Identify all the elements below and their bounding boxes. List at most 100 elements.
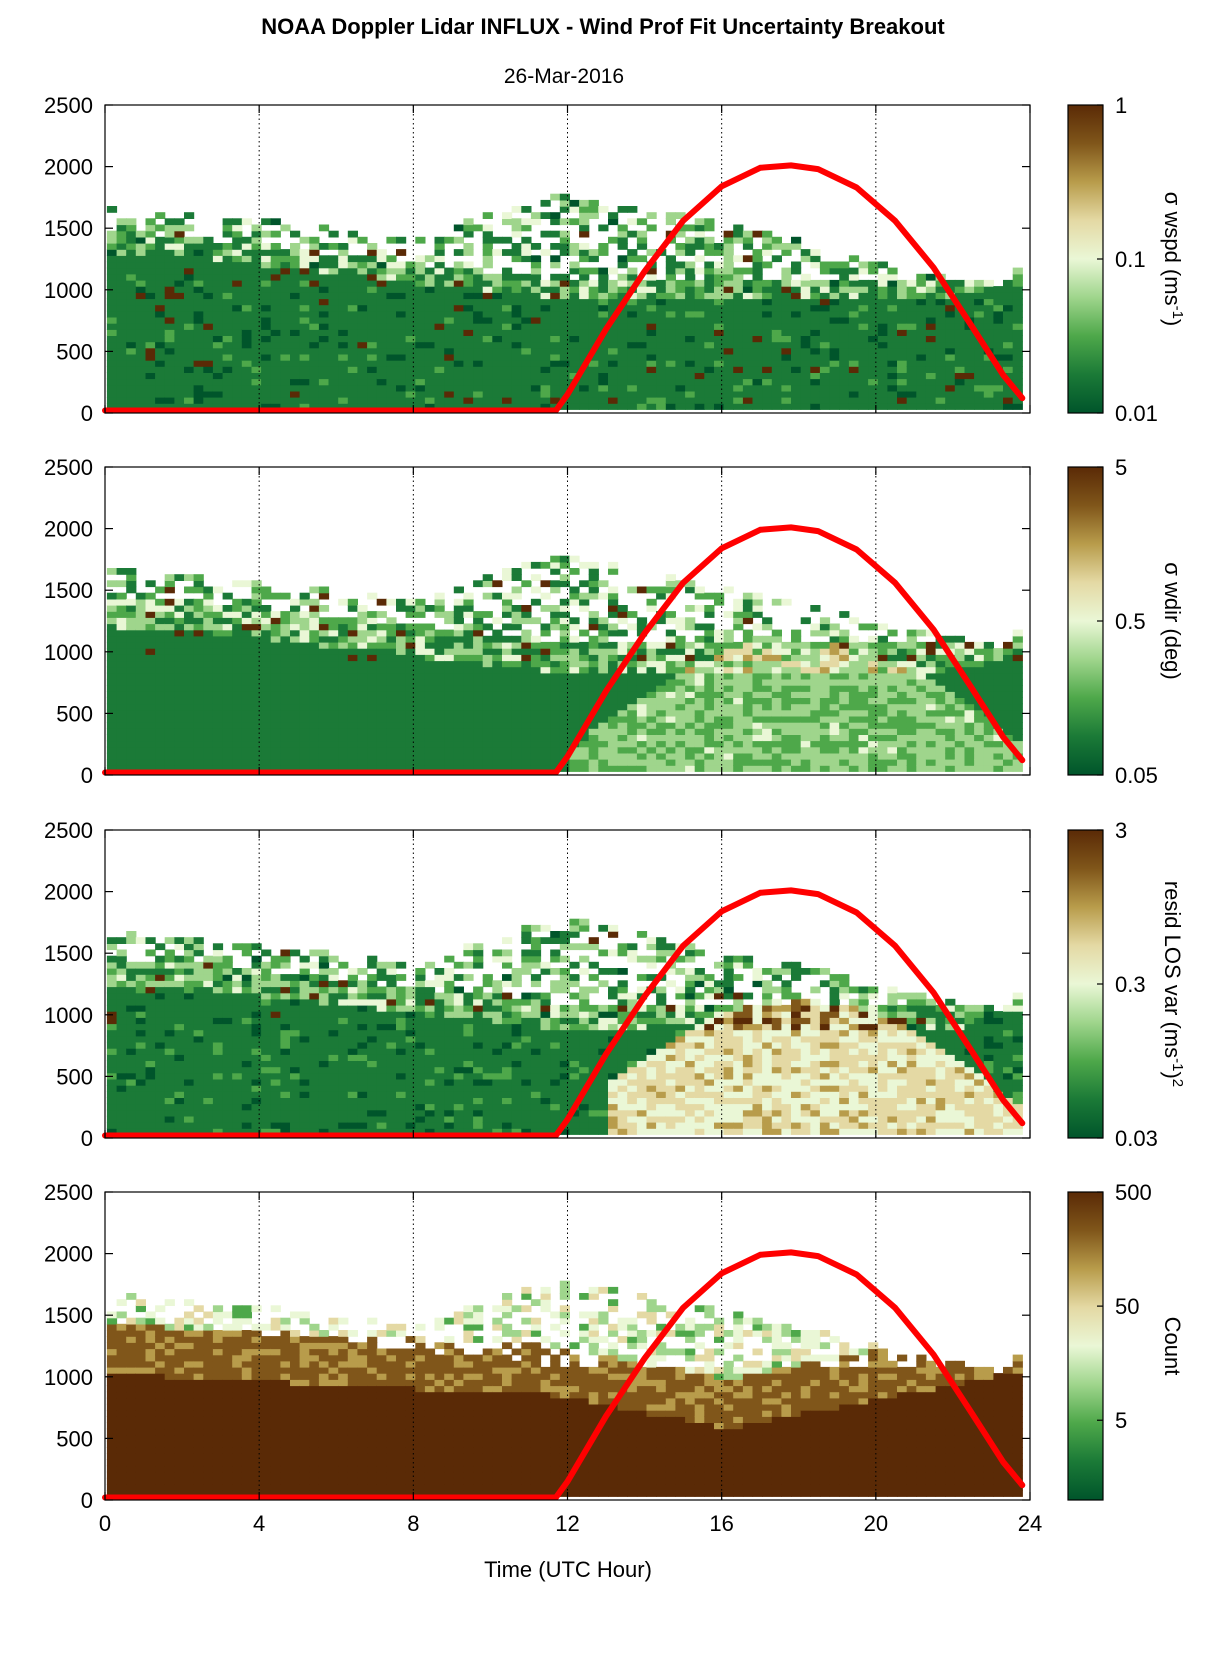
heatmap-cell bbox=[396, 691, 407, 698]
heatmap-cell bbox=[598, 397, 609, 404]
heatmap-cell bbox=[559, 654, 570, 662]
heatmap-cell bbox=[193, 586, 204, 594]
heatmap-cell bbox=[492, 759, 503, 766]
heatmap-cell bbox=[261, 230, 272, 238]
heatmap-cell bbox=[434, 598, 445, 606]
heatmap-cell bbox=[530, 304, 542, 312]
heatmap-cell bbox=[386, 759, 397, 766]
heatmap-cell bbox=[781, 403, 792, 410]
heatmap-cell bbox=[155, 292, 166, 300]
heatmap-cell bbox=[232, 335, 243, 343]
heatmap-cell bbox=[704, 353, 715, 361]
heatmap-cell bbox=[155, 765, 166, 772]
heatmap-cell bbox=[925, 722, 937, 729]
heatmap-cell bbox=[781, 279, 792, 287]
heatmap-cell bbox=[241, 722, 252, 729]
heatmap-cell bbox=[742, 648, 754, 655]
heatmap-cell bbox=[598, 372, 609, 380]
heatmap-cell bbox=[405, 685, 416, 692]
heatmap-cell bbox=[559, 746, 570, 754]
heatmap-cell bbox=[502, 740, 513, 748]
heatmap-cell bbox=[463, 243, 474, 250]
heatmap-cell bbox=[742, 304, 754, 312]
heatmap-cell bbox=[444, 648, 455, 655]
heatmap-cell bbox=[771, 243, 782, 250]
heatmap-cell bbox=[463, 654, 474, 662]
heatmap-cell bbox=[261, 390, 272, 398]
heatmap-cell bbox=[569, 279, 580, 287]
heatmap-cell bbox=[887, 648, 898, 655]
heatmap-cell bbox=[945, 691, 956, 698]
heatmap-cell bbox=[232, 752, 243, 760]
heatmap-cell bbox=[887, 641, 898, 649]
heatmap-cell bbox=[184, 623, 195, 631]
heatmap-cell bbox=[347, 378, 358, 386]
heatmap-cell bbox=[665, 666, 676, 674]
heatmap-cell bbox=[1003, 279, 1014, 287]
heatmap-cell bbox=[299, 292, 310, 300]
heatmap-cell bbox=[530, 660, 542, 668]
heatmap-cell bbox=[810, 397, 821, 404]
heatmap-cell bbox=[954, 384, 965, 392]
heatmap-cell bbox=[309, 654, 320, 662]
heatmap-cell bbox=[906, 323, 917, 330]
heatmap-cell bbox=[617, 255, 628, 263]
heatmap-cell bbox=[164, 728, 175, 735]
heatmap-cell bbox=[771, 298, 782, 306]
heatmap-cell bbox=[945, 672, 956, 680]
heatmap-cell bbox=[665, 722, 676, 729]
heatmap-cell bbox=[530, 709, 542, 717]
heatmap-cell bbox=[559, 236, 570, 244]
heatmap-cell bbox=[521, 243, 532, 250]
heatmap-cell bbox=[945, 304, 956, 312]
heatmap-cell bbox=[280, 691, 291, 698]
heatmap-cell bbox=[463, 298, 474, 306]
heatmap-cell bbox=[482, 678, 493, 686]
heatmap-cell bbox=[290, 360, 301, 367]
heatmap-cell bbox=[579, 715, 590, 723]
heatmap-cell bbox=[299, 722, 310, 729]
heatmap-cell bbox=[347, 709, 358, 717]
heatmap-cell bbox=[954, 703, 965, 711]
heatmap-cell bbox=[530, 697, 542, 705]
heatmap-cell bbox=[588, 335, 599, 343]
heatmap-cell bbox=[270, 678, 281, 686]
heatmap-cell bbox=[415, 366, 426, 373]
heatmap-cell bbox=[145, 629, 156, 637]
heatmap-cell bbox=[877, 703, 888, 711]
heatmap-cell bbox=[193, 759, 204, 766]
heatmap-cell bbox=[636, 347, 648, 355]
heatmap-cell bbox=[858, 310, 869, 318]
heatmap-cell bbox=[318, 672, 330, 680]
heatmap-cell bbox=[434, 709, 445, 717]
heatmap-cell bbox=[608, 746, 619, 754]
heatmap-cell bbox=[800, 703, 811, 711]
heatmap-cell bbox=[569, 635, 580, 643]
heatmap-cell bbox=[579, 592, 590, 600]
heatmap-cell bbox=[925, 629, 937, 637]
heatmap-cell bbox=[954, 316, 965, 324]
heatmap-cell bbox=[405, 261, 416, 269]
heatmap-cell bbox=[1012, 347, 1023, 355]
heatmap-cell bbox=[521, 366, 532, 373]
heatmap-cell bbox=[540, 316, 551, 324]
heatmap-cell bbox=[453, 691, 464, 698]
heatmap-cell bbox=[405, 323, 416, 330]
heatmap-cell bbox=[155, 249, 166, 256]
heatmap-cell bbox=[974, 347, 985, 355]
heatmap-cell bbox=[983, 360, 994, 367]
heatmap-cell bbox=[530, 752, 542, 760]
heatmap-cell bbox=[723, 697, 734, 705]
heatmap-cell bbox=[781, 372, 792, 380]
heatmap-cell bbox=[492, 672, 503, 680]
heatmap-cell bbox=[222, 316, 233, 324]
heatmap-cell bbox=[598, 629, 609, 637]
heatmap-cell bbox=[608, 660, 619, 668]
heatmap-cell bbox=[193, 728, 204, 735]
heatmap-cell bbox=[502, 384, 513, 392]
heatmap-cell bbox=[155, 641, 166, 649]
heatmap-cell bbox=[868, 279, 879, 287]
heatmap-cell bbox=[251, 660, 262, 668]
heatmap-cell bbox=[270, 218, 281, 226]
heatmap-cell bbox=[145, 703, 156, 711]
